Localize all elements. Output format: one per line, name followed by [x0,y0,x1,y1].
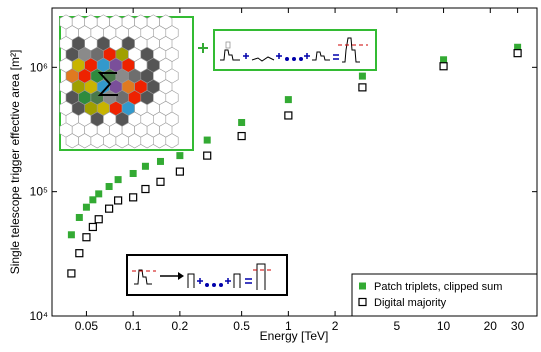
data-point [439,62,448,71]
legend-label: Patch triplets, clipped sum [374,281,502,293]
y-axis-label: Single telescope trigger effective area … [8,50,22,275]
x-tick-label: 20 [484,319,498,333]
data-point [114,196,123,205]
plot-frame [51,7,538,317]
data-point [176,152,184,160]
data-point [114,176,122,184]
data-point [175,167,184,176]
legend-label: Digital majority [374,297,447,309]
x-tick-label: 5 [393,319,400,333]
hexagon-inset [59,14,194,151]
majority-inset [126,254,288,296]
x-tick-label: 0.2 [172,319,189,333]
data-point [89,196,97,204]
hexagon [165,133,179,149]
x-tick-label: 1 [285,319,292,333]
legend-marker [358,297,367,307]
data-point [203,136,211,144]
data-point [358,72,366,80]
sum-formula-inset [213,29,377,71]
x-tick-label: 30 [511,319,525,333]
x-tick-label: 10 [437,319,451,333]
data-point [358,83,367,92]
data-point [129,193,138,202]
x-tick-label: 0.5 [233,319,250,333]
data-point [88,222,97,232]
data-point [67,269,76,278]
x-tick-label: 0.05 [75,319,99,333]
legend-marker [359,282,366,290]
sigma-symbol [97,72,118,96]
data-point [513,49,522,58]
y-tick-label: 10⁶ [30,60,48,74]
x-axis-label: Energy [TeV] [260,329,329,343]
data-point [67,231,75,239]
data-point [141,162,149,170]
y-tick-label: 10⁵ [30,185,48,199]
green-plus [198,43,208,53]
data-point [237,131,246,141]
data-point [284,96,292,104]
x-tick-label: 2 [332,319,339,333]
data-point [156,157,164,165]
legend-box [351,273,538,317]
data-point [284,111,293,120]
data-point [75,249,84,258]
y-tick-label: 10⁴ [29,309,48,323]
data-point [129,169,137,177]
data-point [514,43,522,51]
x-tick-label: 0.1 [125,319,142,333]
data-point [75,213,83,221]
data-point [94,215,103,224]
data-point [141,184,150,194]
data-point [440,56,448,64]
data-point [82,203,90,211]
data-point [238,118,246,126]
data-point [82,233,91,242]
data-point [105,204,114,213]
data-point [203,151,212,160]
data-point [105,183,113,191]
data-point [95,190,103,198]
data-point [156,177,165,186]
